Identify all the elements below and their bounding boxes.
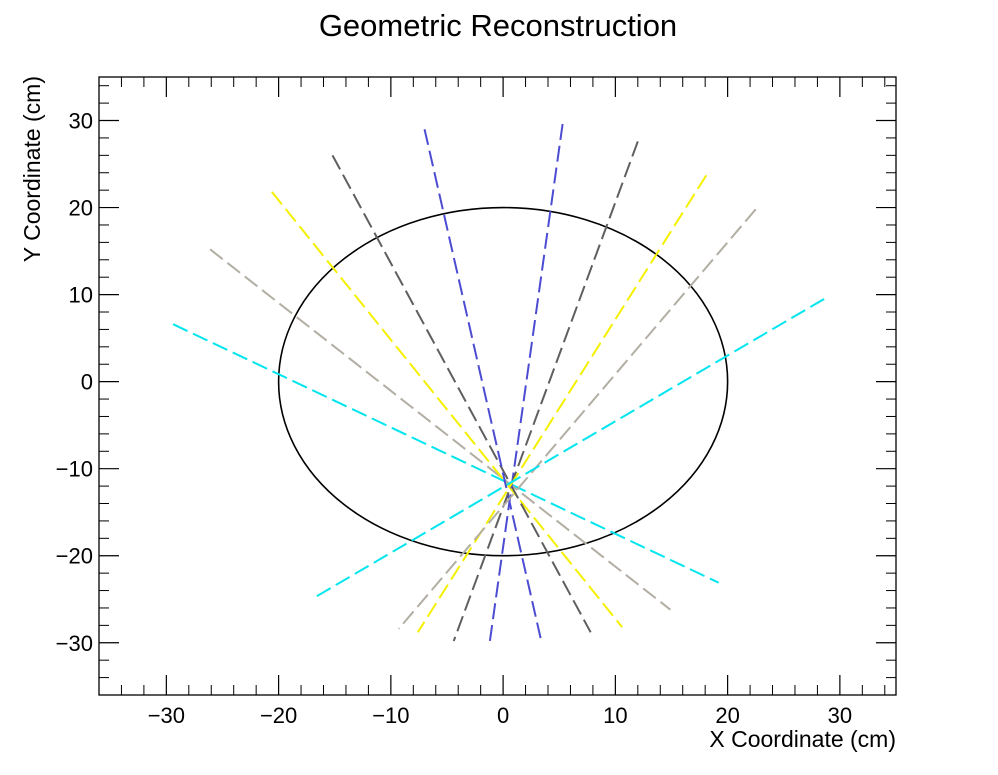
track-line-2 [209, 248, 671, 611]
x-axis-label: X Coordinate (cm) [709, 726, 896, 752]
x-tick-label: 10 [603, 703, 627, 728]
track-line-8 [416, 174, 708, 633]
x-tick-label: 0 [497, 703, 509, 728]
x-tick-label: 20 [715, 703, 739, 728]
x-tick-label: 30 [828, 703, 852, 728]
x-tick-label: −30 [148, 703, 185, 728]
y-tick-label: −10 [56, 457, 93, 482]
track-line-6 [488, 123, 564, 643]
track-line-10 [314, 298, 825, 599]
y-tick-label: 30 [69, 109, 93, 134]
track-line-3 [271, 191, 623, 628]
track-line-7 [452, 141, 639, 642]
plot-frame [98, 76, 897, 696]
axis-ticks: −30 −20 −10 0 10 20 30 −30 −20 −10 0 10 20 30 [56, 77, 896, 728]
circle-boundary [277, 206, 729, 557]
plot-marks [172, 123, 825, 643]
x-tick-label: −20 [260, 703, 297, 728]
track-line-9 [397, 208, 757, 630]
y-tick-label: −20 [56, 544, 93, 569]
y-tick-label: 0 [81, 370, 93, 395]
y-tick-label: 20 [69, 196, 93, 221]
track-line-4 [331, 154, 592, 633]
track-line-1 [172, 323, 720, 584]
y-tick-label: −30 [56, 631, 93, 656]
y-axis-label: Y Coordinate (cm) [19, 76, 45, 262]
x-tick-label: −10 [372, 703, 409, 728]
chart-title: Geometric Reconstruction [319, 8, 677, 43]
y-tick-label: 10 [69, 283, 93, 308]
